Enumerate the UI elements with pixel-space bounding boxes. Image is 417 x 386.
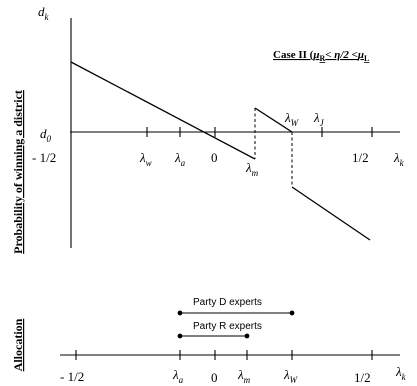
party-d-end-dot	[289, 310, 295, 316]
lower-label-minus-half: - 1/2	[60, 369, 84, 384]
case-title: Case II (μR< η/2 <μL	[273, 49, 369, 63]
label-lambda-a: λa	[174, 150, 186, 168]
d0-label: d0	[40, 126, 52, 144]
lower-label-zero: 0	[211, 370, 218, 385]
label-zero: 0	[211, 150, 218, 165]
party-r-end-dot	[244, 333, 250, 339]
lower-label-half: 1/2	[354, 370, 371, 385]
label-lambda-w: λw	[139, 150, 152, 168]
upper-ticks	[146, 127, 373, 137]
upper-y-label: Probability of winning a district	[11, 90, 25, 254]
party-d-start-dot	[177, 310, 183, 316]
party-r-label: Party R experts	[193, 321, 262, 332]
label-minus-half: - 1/2	[32, 150, 56, 165]
curve-segment-middle	[254, 107, 293, 133]
label-lambda-m: λm	[245, 160, 259, 178]
lower-label-lambda-a: λa	[172, 367, 184, 385]
dk-label: dk	[38, 4, 50, 22]
party-r-start-dot	[177, 333, 183, 339]
lower-x-axis-symbol: λk	[395, 364, 407, 382]
label-lambda-W: λW	[284, 110, 300, 128]
lower-panel: Allocation Party D experts Party R exper…	[11, 297, 407, 385]
party-d-label: Party D experts	[193, 297, 262, 308]
lower-y-label: Allocation	[11, 318, 25, 371]
label-half: 1/2	[352, 150, 369, 165]
upper-x-axis-symbol: λk	[393, 150, 405, 168]
curve-segment-right	[291, 186, 371, 241]
lower-ticks	[75, 350, 373, 360]
curve-segment-left	[70, 61, 256, 160]
label-lambda-J: λJ	[313, 110, 325, 128]
upper-panel: Probability of winning a district dk d0 …	[11, 4, 405, 254]
lower-label-lambda-W: λW	[283, 367, 299, 385]
lower-label-lambda-m: λm	[237, 367, 251, 385]
